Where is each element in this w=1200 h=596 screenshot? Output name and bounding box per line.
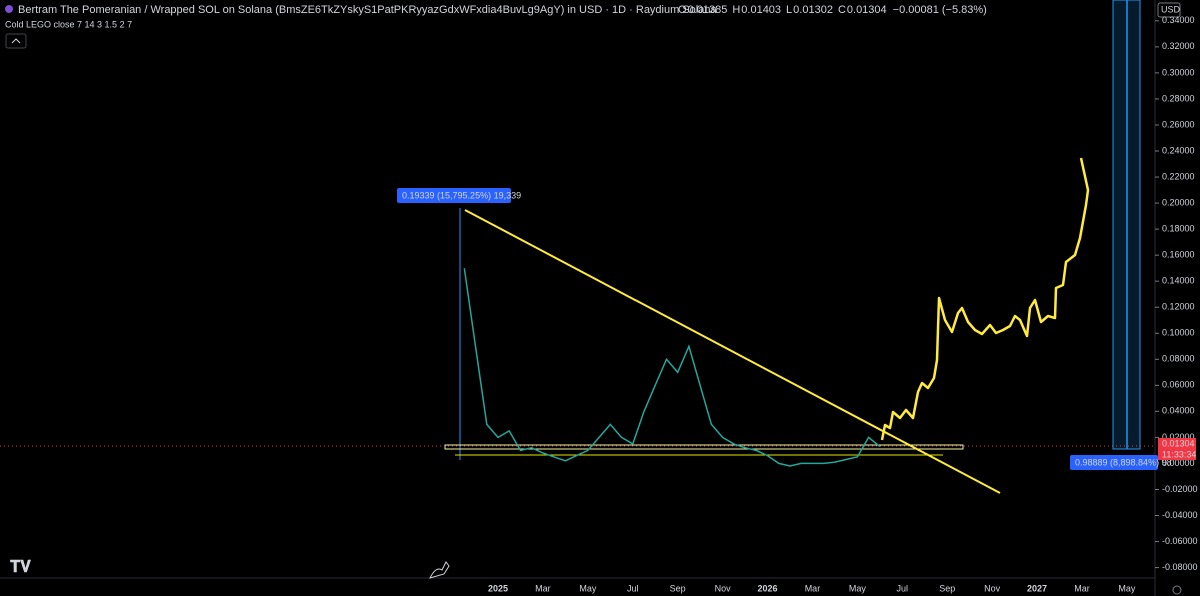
y-tick-label: 0.32000: [1162, 41, 1195, 51]
y-tick-label: -0.06000: [1162, 536, 1198, 546]
measure-label-box: [397, 188, 511, 203]
y-tick-label: 0.28000: [1162, 93, 1195, 103]
x-tick-label: Jul: [897, 583, 909, 593]
y-tick-label: -0.02000: [1162, 484, 1198, 494]
ohlc-value: 0.01403: [741, 4, 781, 16]
range-label-box: [1070, 455, 1158, 470]
y-tick-label: 0.20000: [1162, 197, 1195, 207]
y-tick-label: 0.10000: [1162, 328, 1195, 338]
x-tick-label: 2026: [758, 583, 778, 593]
ohlc-value: 0.01302: [793, 4, 833, 16]
ohlc: O 0.01385 H 0.01403 L 0.01302 C 0.01304 −0.00081…: [678, 4, 987, 16]
y-tick-label: 0.08000: [1162, 354, 1195, 364]
ohlc-label: L: [786, 4, 792, 16]
last-price: 0.01304: [1162, 438, 1195, 448]
currency-box[interactable]: [1157, 2, 1181, 18]
y-tick-label: 0.00000: [1162, 458, 1195, 468]
ohlc-label: H: [732, 4, 740, 16]
trendline: [464, 209, 1001, 494]
x-tick-label: 2025: [488, 583, 508, 593]
x-tick-label: Sep: [939, 583, 955, 593]
symbol-icon: [5, 5, 13, 13]
settings-icon[interactable]: [1172, 585, 1182, 595]
y-tick-label: -0.04000: [1162, 510, 1198, 520]
x-tick-label: 2027: [1027, 583, 1047, 593]
ohlc-value: 0.01304: [847, 4, 887, 16]
ohlc-label: O: [678, 4, 687, 16]
indicator[interactable]: Cold LEGO close 7 14 3 1.5 2 7: [5, 19, 132, 29]
y-tick-label: 0.24000: [1162, 145, 1195, 155]
x-tick-label: Mar: [805, 583, 821, 593]
price-line: [463, 268, 881, 467]
logo[interactable]: 𝐓𝐕: [10, 559, 31, 576]
y-tick-label: 0.02000: [1162, 432, 1195, 442]
y-tick-label: -0.08000: [1162, 562, 1198, 572]
y-tick-label: 0.12000: [1162, 302, 1195, 312]
x-tick-label: Nov: [715, 583, 732, 593]
ohlc-label: C: [838, 4, 846, 16]
y-tick-label: 0.34000: [1162, 15, 1195, 25]
price-axis: 0.34000 0.32000 0.30000 0.28000 0.26000 0.240…: [1155, 15, 1198, 572]
plot: [463, 268, 881, 467]
chart-title[interactable]: Bertram The Pomeranian / Wrapped SOL on …: [18, 4, 717, 16]
x-tick-label: Jul: [627, 583, 639, 593]
y-tick-label: 0.14000: [1162, 276, 1195, 286]
x-tick-label: Mar: [535, 583, 551, 593]
y-tick-label: 0.06000: [1162, 380, 1195, 390]
projection-drawing: [880, 157, 1090, 441]
countdown: 11:33:34: [1162, 449, 1196, 459]
x-tick-label: May: [579, 583, 597, 593]
currency[interactable]: USD: [1161, 4, 1181, 14]
y-tick-label: 0.18000: [1162, 223, 1195, 233]
y-tick-label: 0.30000: [1162, 67, 1195, 77]
base-box: [444, 444, 964, 450]
x-tick-label: May: [849, 583, 867, 593]
measure-label: 0.19339 (15,795.25%) 19,339: [402, 190, 521, 200]
x-tick-label: Sep: [670, 583, 686, 593]
y-tick-label: 0.04000: [1162, 406, 1195, 416]
range-label: 0.98889 (8,898.84%) 98: [1075, 457, 1172, 467]
x-tick-label: Mar: [1074, 583, 1090, 593]
x-tick-label: Nov: [984, 583, 1001, 593]
ohlc-value: 0.01385: [688, 4, 728, 16]
collapse-button[interactable]: [5, 33, 27, 49]
y-tick-label: 0.26000: [1162, 119, 1195, 129]
ohlc-value: −0.00081 (−5.83%): [893, 4, 987, 16]
x-tick-label: May: [1118, 583, 1136, 593]
collapse-icon: [11, 38, 21, 44]
dino-icon[interactable]: [429, 561, 450, 579]
last-price-box: [1158, 438, 1196, 460]
y-tick-label: 0.16000: [1162, 250, 1195, 260]
y-tick-label: 0.22000: [1162, 171, 1195, 181]
